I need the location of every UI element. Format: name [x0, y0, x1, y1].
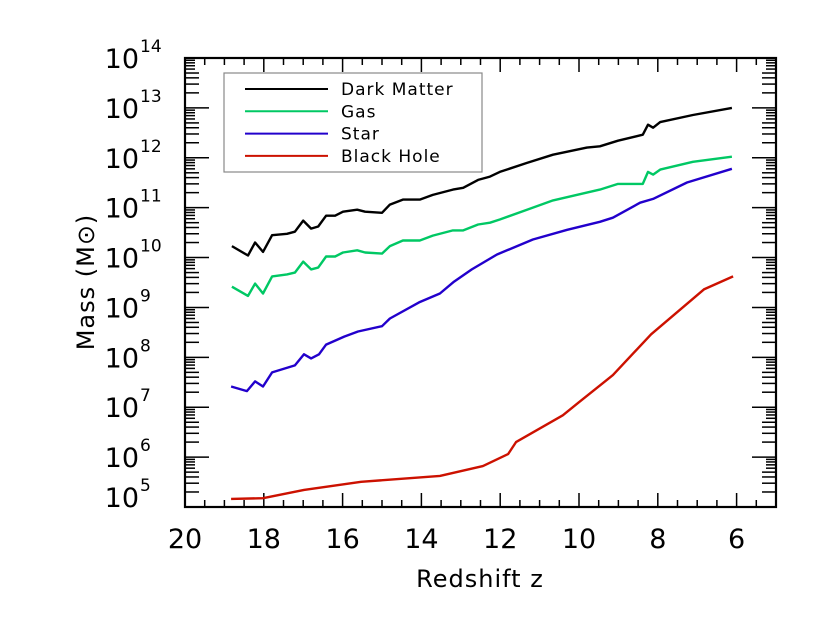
y-tick-label: 10 — [105, 94, 139, 125]
y-tick-label: 10 — [105, 393, 139, 424]
y-tick-label: 10 — [105, 44, 139, 75]
x-tick-label: 12 — [483, 524, 517, 555]
x-axis-label: Redshift z — [416, 565, 544, 593]
y-tick-label: 10 — [105, 194, 139, 225]
y-tick-exponent: 8 — [140, 336, 151, 356]
y-tick-exponent: 11 — [140, 187, 162, 207]
series-line-black-hole — [231, 275, 734, 501]
legend-label: Star — [341, 125, 380, 145]
x-tick-label: 18 — [247, 524, 281, 555]
y-tick-label: 10 — [105, 343, 139, 374]
x-tick-label: 8 — [649, 524, 666, 555]
legend-label: Gas — [341, 102, 376, 122]
y-axis-label: Mass (M⊙) — [72, 214, 100, 351]
legend-label: Black Hole — [341, 147, 441, 167]
series-line-dark-matter — [231, 106, 733, 257]
y-tick-exponent: 9 — [140, 286, 151, 306]
x-tick-label: 20 — [168, 524, 202, 555]
y-tick-label: 10 — [105, 443, 139, 474]
y-tick-label: 10 — [105, 483, 139, 514]
y-tick-exponent: 13 — [140, 87, 162, 107]
legend-label: Dark Matter — [341, 80, 454, 100]
plot-frame — [183, 56, 778, 509]
y-tick-exponent: 10 — [140, 237, 162, 257]
y-tick-exponent: 5 — [140, 476, 151, 496]
y-tick-label: 10 — [105, 244, 139, 275]
x-tick-label: 14 — [404, 524, 438, 555]
y-tick-label: 10 — [105, 293, 139, 324]
y-tick-exponent: 14 — [140, 37, 162, 57]
series-line-star — [230, 167, 733, 393]
y-tick-exponent: 7 — [140, 386, 151, 406]
y-tick-exponent: 6 — [140, 436, 151, 456]
x-tick-label: 10 — [562, 524, 596, 555]
x-tick-label: 6 — [728, 524, 745, 555]
y-tick-exponent: 12 — [140, 137, 162, 157]
series-line-gas — [231, 155, 733, 298]
series-lines — [230, 106, 734, 501]
y-tick-label: 10 — [105, 144, 139, 175]
x-tick-label: 16 — [325, 524, 359, 555]
